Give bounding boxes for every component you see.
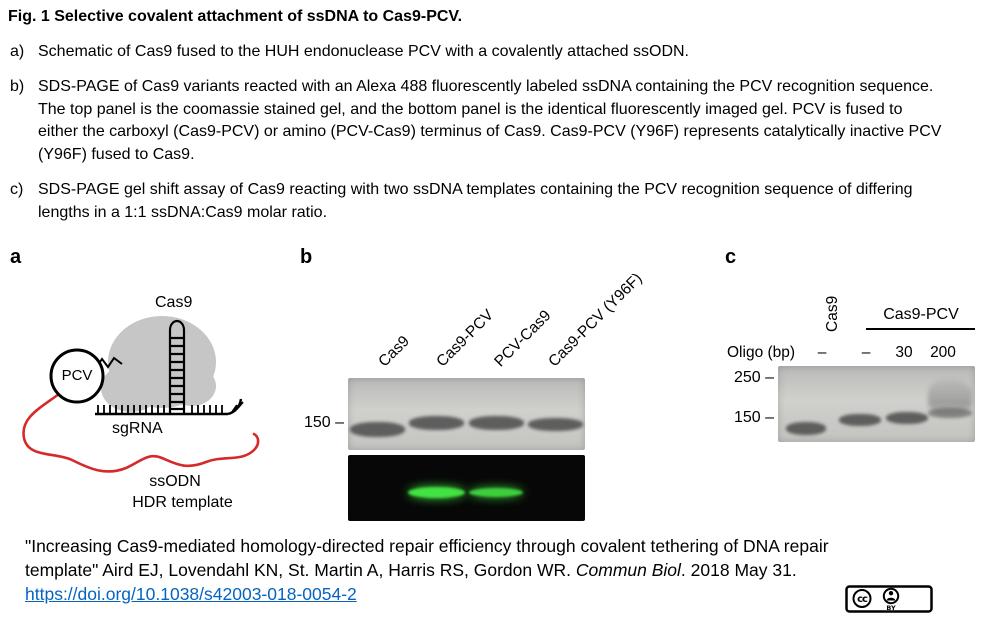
pcv-circle-icon (49, 348, 105, 404)
pcv-label: PCV (61, 367, 93, 384)
fluorescent-band-pcv-cas9 (469, 488, 523, 497)
caption-item-a: a) Schematic of Cas9 fused to the HUH en… (8, 41, 943, 64)
panel-a-letter: a (10, 246, 22, 268)
fluorescent-gel (348, 455, 585, 521)
doi-link[interactable]: https://doi.org/10.1038/s42003-018-0054-… (25, 584, 357, 604)
shift-band-30bp (886, 412, 928, 424)
caption-item-c: c) SDS-PAGE gel shift assay of Cas9 reac… (8, 179, 943, 224)
coomassie-gel (348, 378, 585, 450)
cas9-protein-blob (101, 316, 216, 412)
hdr-template-label: HDR template (132, 494, 233, 511)
oligo-value-2: – (861, 344, 871, 361)
oligo-value-1: – (817, 344, 827, 361)
cas9-pcv-group-header: Cas9-PCV (883, 306, 959, 323)
lane-label-cas9-pcv-y96f: Cas9-PCV (Y96F) (545, 269, 646, 371)
ssodn-label: ssODN (149, 473, 201, 490)
target-dna-icon (95, 398, 244, 416)
lane-label-cas9: Cas9 (375, 332, 413, 371)
caption-item-c-label: c) (10, 181, 24, 198)
shift-band-200bp (928, 408, 972, 418)
oligo-row-label: Oligo (bp) (727, 344, 796, 361)
citation-journal: Commun Biol (575, 560, 681, 580)
citation-text: "Increasing Cas9-mediated homology-direc… (25, 536, 829, 580)
protein-band-cas9-pcv (409, 416, 464, 430)
lane-label-cas9-pcv: Cas9-PCV (433, 306, 498, 371)
sgrna-hairpin-icon (168, 319, 186, 414)
protein-band-cas9 (350, 422, 405, 437)
oligo-value-4: 200 (930, 344, 956, 361)
group-header-underline (866, 328, 975, 330)
figure-caption: Fig. 1 Selective covalent attachment of … (8, 6, 943, 237)
protein-band-pcv-cas9 (469, 416, 524, 430)
cc-icon-letters: cc (857, 594, 868, 605)
panel-b-letter: b (300, 246, 313, 268)
caption-item-c-text: SDS-PAGE gel shift assay of Cas9 reactin… (38, 181, 913, 221)
attribution-person-icon (882, 587, 900, 605)
cas9-label: Cas9 (155, 294, 193, 311)
marker-150-kda-c: 150 – (733, 409, 774, 426)
shift-band-no-oligo (839, 414, 881, 426)
fluorescent-band-cas9-pcv (408, 487, 465, 498)
marker-150-kda: 150 – (303, 414, 344, 431)
protein-band-cas9-pcv-y96f (528, 418, 583, 431)
caption-item-a-label: a) (10, 42, 25, 60)
shift-band-cas9 (786, 422, 826, 435)
caption-item-b: b) SDS-PAGE of Cas9 variants reacted wit… (8, 76, 943, 166)
ssodn-strand-icon (22, 392, 260, 473)
gel-shift-gel (778, 366, 975, 442)
lane-label-cas9-vertical: Cas9 (824, 295, 841, 332)
cc-by-license-badge[interactable]: cc BY (845, 585, 933, 613)
marker-250-kda: 250 – (733, 369, 774, 386)
figure-title: Fig. 1 Selective covalent attachment of … (8, 8, 463, 25)
citation-date: . 2018 May 31. (680, 560, 797, 580)
caption-item-a-text: Schematic of Cas9 fused to the HUH endon… (38, 42, 689, 60)
caption-item-b-text: SDS-PAGE of Cas9 variants reacted with a… (38, 78, 942, 163)
oligo-value-3: 30 (895, 344, 913, 361)
lane-label-pcv-cas9: PCV-Cas9 (491, 307, 555, 371)
panel-c-letter: c (725, 246, 737, 268)
cc-icon (852, 589, 872, 608)
sgrna-label: sgRNA (112, 420, 163, 437)
cas9-pcv-schematic (22, 316, 260, 473)
citation: "Increasing Cas9-mediated homology-direc… (25, 534, 905, 606)
by-label: BY (886, 604, 896, 612)
caption-item-b-label: b) (10, 78, 25, 95)
